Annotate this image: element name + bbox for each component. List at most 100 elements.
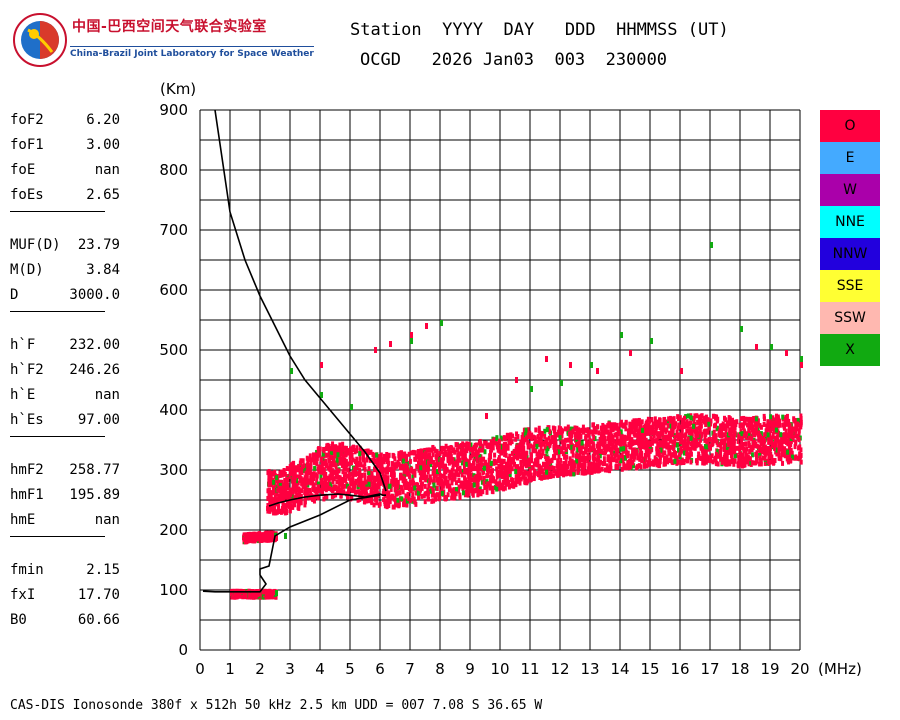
echo-point bbox=[518, 466, 522, 472]
echo-point bbox=[676, 434, 680, 440]
echo-point bbox=[482, 480, 486, 486]
echo-point bbox=[793, 433, 797, 439]
echo-point bbox=[798, 454, 802, 460]
echo-point bbox=[767, 439, 771, 445]
echo-point bbox=[536, 439, 540, 445]
echo-point bbox=[719, 443, 723, 449]
param-value: 3000.0 bbox=[69, 287, 120, 303]
echo-point bbox=[570, 433, 574, 439]
echo-point bbox=[768, 432, 772, 438]
legend-item-e: E bbox=[820, 142, 880, 174]
echo-point bbox=[715, 439, 719, 445]
echo-point bbox=[665, 419, 669, 425]
echo-point bbox=[768, 446, 772, 452]
echo-point bbox=[725, 420, 729, 426]
echo-point bbox=[475, 442, 479, 448]
echo-point bbox=[339, 493, 343, 499]
echo-point bbox=[609, 441, 613, 447]
echo-point bbox=[364, 479, 368, 485]
echo-point bbox=[569, 439, 573, 445]
echo-point bbox=[787, 425, 791, 431]
echo-point bbox=[644, 424, 648, 430]
echo-point bbox=[440, 320, 443, 326]
echo-point bbox=[792, 455, 796, 461]
echo-point bbox=[774, 427, 778, 433]
echo-point bbox=[533, 458, 537, 464]
echo-point bbox=[282, 497, 286, 503]
echo-point bbox=[348, 454, 352, 460]
x-tick-label: 0 bbox=[195, 660, 205, 678]
echo-point bbox=[266, 508, 270, 514]
echo-point bbox=[311, 486, 315, 492]
echo-point bbox=[469, 484, 473, 490]
echo-point bbox=[797, 430, 801, 436]
echo-point bbox=[392, 453, 396, 459]
param-value: 6.20 bbox=[86, 112, 120, 128]
echo-point bbox=[572, 471, 576, 477]
echo-point bbox=[422, 461, 426, 467]
echo-point bbox=[379, 459, 383, 465]
echo-point bbox=[365, 484, 369, 490]
echo-point bbox=[342, 474, 346, 480]
echo-point bbox=[326, 465, 330, 471]
echo-point bbox=[436, 469, 440, 475]
echo-point bbox=[475, 463, 479, 469]
echo-point bbox=[758, 435, 762, 441]
echo-point bbox=[433, 462, 437, 468]
echo-point bbox=[334, 486, 338, 492]
echo-point bbox=[294, 498, 298, 504]
echo-point bbox=[607, 465, 611, 471]
echo-point bbox=[538, 474, 542, 480]
echo-point bbox=[668, 415, 672, 421]
echo-point bbox=[397, 503, 401, 509]
echo-point bbox=[514, 478, 518, 484]
echo-point bbox=[300, 480, 304, 486]
series-o-mode-es-trace bbox=[230, 588, 278, 600]
echo-point bbox=[622, 434, 626, 440]
echo-point bbox=[594, 429, 598, 435]
echo-point bbox=[272, 489, 276, 495]
echo-point bbox=[749, 446, 753, 452]
echo-point bbox=[512, 454, 516, 460]
echo-point bbox=[665, 444, 669, 450]
echo-point bbox=[309, 459, 313, 465]
echo-point bbox=[291, 478, 295, 484]
echo-point bbox=[622, 446, 626, 452]
echo-point bbox=[598, 459, 602, 465]
echo-point bbox=[669, 454, 673, 460]
echo-point bbox=[289, 492, 293, 498]
echo-point bbox=[506, 473, 510, 479]
echo-point bbox=[429, 462, 433, 468]
echo-point bbox=[463, 482, 467, 488]
echo-point bbox=[399, 450, 403, 456]
echo-point bbox=[527, 462, 531, 468]
echo-point bbox=[559, 426, 563, 432]
echo-point bbox=[490, 488, 494, 494]
echo-point bbox=[645, 463, 649, 469]
echo-point bbox=[458, 468, 462, 474]
echo-point bbox=[689, 459, 693, 465]
echo-point bbox=[497, 444, 501, 450]
echo-point bbox=[747, 425, 751, 431]
echo-point bbox=[768, 459, 772, 465]
echo-point bbox=[321, 451, 325, 457]
echo-point bbox=[322, 496, 326, 502]
echo-point bbox=[747, 435, 751, 441]
echo-point bbox=[301, 484, 305, 490]
echo-point bbox=[426, 453, 430, 459]
echo-point bbox=[572, 462, 576, 468]
echo-point bbox=[489, 439, 493, 445]
echo-point bbox=[329, 466, 333, 472]
echo-point bbox=[442, 455, 446, 461]
echo-point bbox=[381, 471, 385, 477]
echo-point bbox=[425, 474, 429, 480]
echo-point bbox=[597, 445, 601, 451]
y-tick-label: 500 bbox=[159, 341, 188, 359]
echo-point bbox=[564, 447, 568, 453]
echo-point bbox=[519, 439, 523, 445]
echo-point bbox=[472, 446, 476, 452]
echo-point bbox=[495, 474, 499, 480]
echo-point bbox=[603, 439, 607, 445]
echo-point bbox=[791, 454, 795, 460]
param-label: h`Es bbox=[10, 412, 44, 428]
